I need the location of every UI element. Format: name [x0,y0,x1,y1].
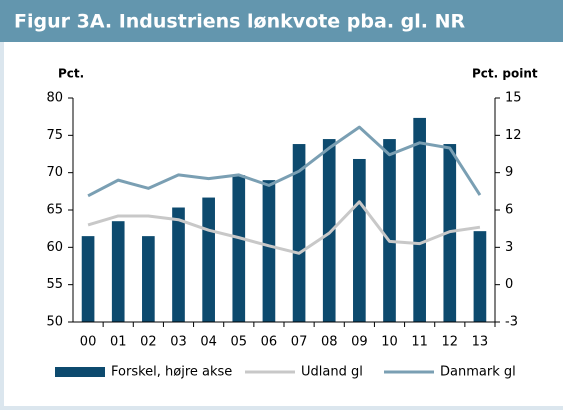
y-tick-label: 80 [46,91,63,106]
frame-bottom [0,406,563,410]
bar [111,221,125,322]
x-tick-label: 03 [170,335,187,350]
line-series [87,200,481,255]
y2-tick-label: 6 [505,203,513,218]
bar [232,175,246,322]
y-tick-label: 70 [46,165,63,180]
x-tick-label: 01 [110,335,127,350]
bar [142,236,155,322]
x-tick-label: 11 [411,335,428,350]
y2-tick-label: 12 [505,128,522,143]
bar [262,180,276,322]
x-tick-label: 07 [291,335,308,350]
chart-title: Figur 3A. Industriens lønkvote pba. gl. … [14,11,465,33]
bar [292,144,306,322]
y2-tick-label: 3 [505,240,513,255]
y-tick-label: 60 [46,240,63,255]
x-tick-label: 02 [140,335,157,350]
y2-axis-label: Pct. point [472,67,538,81]
x-tick-label: 05 [231,335,248,350]
x-tick-label: 13 [472,335,489,350]
bar [322,139,336,322]
x-tick-label: 08 [321,335,338,350]
bar [383,139,396,322]
y-tick-label: 55 [46,277,63,292]
x-tick-label: 10 [381,335,398,350]
line-series [87,125,482,198]
x-tick-label: 06 [261,335,278,350]
y-tick-label: 65 [46,203,63,218]
y-tick-label: 75 [46,128,63,143]
x-tick-label: 04 [200,335,217,350]
y-tick-label: 50 [46,315,63,330]
legend-label: Forskel, højre akse [111,365,232,380]
legend-label: Udland gl [301,365,363,380]
x-tick-label: 00 [80,335,97,350]
bar [202,197,215,322]
title-bar [0,0,563,42]
y2-tick-label: 0 [505,277,513,292]
y2-tick-label: 15 [505,91,522,106]
y-axis-label: Pct. [58,67,84,81]
bar [413,117,426,323]
bar [172,207,185,322]
legend-label: Danmark gl [440,365,516,380]
x-tick-label: 12 [442,335,459,350]
bar [353,158,366,322]
legend-swatch [55,367,105,377]
frame-left [0,0,4,410]
y2-tick-label: -3 [505,315,518,330]
x-tick-label: 09 [351,335,368,350]
y2-tick-label: 9 [505,165,513,180]
bar [473,231,487,322]
bar [81,236,95,322]
